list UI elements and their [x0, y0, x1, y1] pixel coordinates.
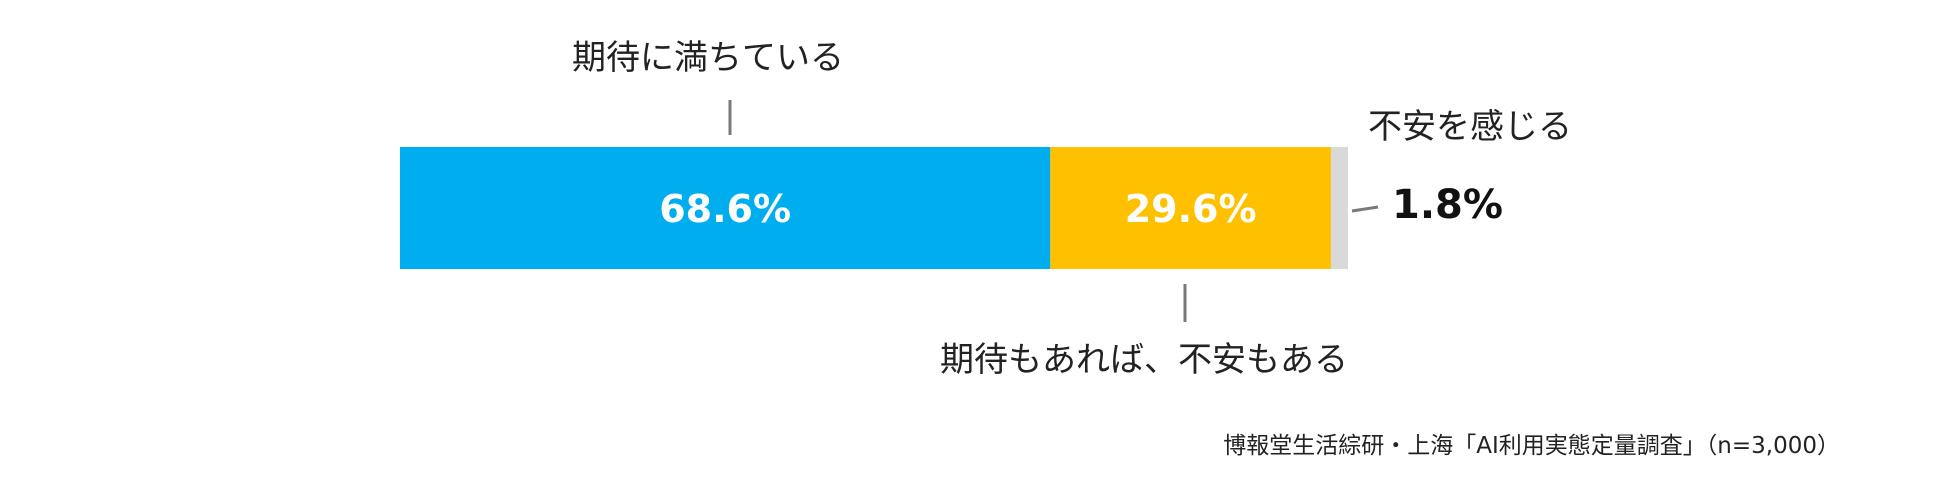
source-note: 博報堂生活綜研・上海「AI利用実態定量調査」（n=3,000） — [1223, 433, 1840, 459]
in-bar-value-labels: 68.6% 29.6% — [659, 187, 1256, 231]
category-label-anxious: 不安を感じる — [1368, 107, 1572, 147]
leader-line-anxious — [1351, 205, 1379, 213]
bar-segment-mixed — [1050, 147, 1331, 269]
value-label-mixed: 29.6% — [1125, 187, 1257, 231]
category-label-expectant: 期待に満ちている — [572, 38, 844, 78]
leader-lines — [728, 100, 1379, 322]
bar-segment-expectant — [400, 147, 1051, 269]
value-label-anxious: 1.8% — [1392, 182, 1503, 228]
value-label-expectant: 68.6% — [659, 187, 791, 231]
category-label-mixed: 期待もあれば、不安もある — [940, 340, 1348, 380]
bar-group — [400, 147, 1348, 269]
bar-segment-anxious — [1330, 147, 1348, 269]
